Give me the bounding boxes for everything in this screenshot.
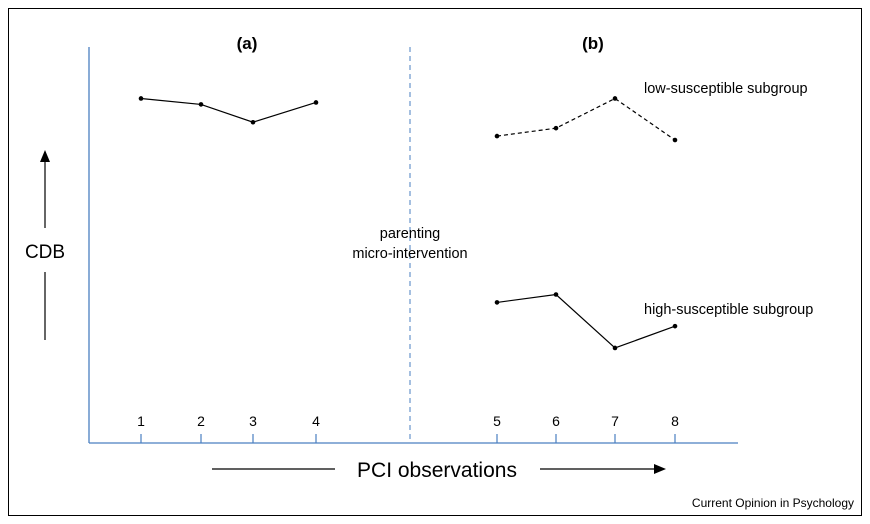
high-susceptible-series-point-6 — [553, 292, 559, 297]
panel-a-series-line — [140, 97, 317, 123]
y-axis-label: CDB — [25, 242, 65, 263]
high-subgroup-label: high-susceptible subgroup — [644, 302, 813, 318]
x-axis-arrow — [212, 464, 666, 474]
credit-text: Current Opinion in Psychology — [692, 496, 854, 510]
high-susceptible-series-point-8 — [672, 323, 678, 329]
panel-a-series-point-2 — [198, 102, 204, 107]
x-tick-label-3: 3 — [249, 413, 257, 429]
intervention-label-line1: parenting — [380, 226, 440, 242]
high-susceptible-series-line — [496, 293, 676, 349]
low-susceptible-series-line — [496, 97, 676, 141]
panel-a-series-point-1 — [138, 96, 144, 101]
intervention-label-line2: micro-intervention — [352, 246, 467, 262]
x-ticks: 1 2 3 4 5 6 7 8 — [137, 413, 679, 443]
x-tick-label-7: 7 — [611, 413, 619, 429]
x-tick-label-5: 5 — [493, 413, 501, 429]
figure-frame — [8, 8, 862, 516]
low-susceptible-series-point-5 — [494, 133, 500, 139]
high-susceptible-series-point-7 — [612, 345, 618, 351]
panel-label-a: (a) — [237, 34, 258, 53]
low-susceptible-series-point-7 — [612, 96, 618, 101]
panel-a-series-point-4 — [313, 100, 319, 105]
x-tick-label-1: 1 — [137, 413, 145, 429]
x-tick-label-6: 6 — [552, 413, 560, 429]
panel-label-b: (b) — [582, 34, 604, 53]
low-susceptible-series-point-6 — [553, 125, 559, 131]
low-subgroup-label: low-susceptible subgroup — [644, 81, 808, 97]
low-susceptible-series-point-8 — [672, 137, 678, 143]
x-tick-label-8: 8 — [671, 413, 679, 429]
x-tick-label-4: 4 — [312, 413, 320, 429]
y-axis-arrow — [40, 150, 50, 340]
series-layer — [138, 96, 678, 351]
x-tick-label-2: 2 — [197, 413, 205, 429]
panel-a-series-point-3 — [250, 119, 256, 125]
high-susceptible-series-point-5 — [494, 300, 500, 305]
x-axis-label: PCI observations — [357, 459, 517, 482]
